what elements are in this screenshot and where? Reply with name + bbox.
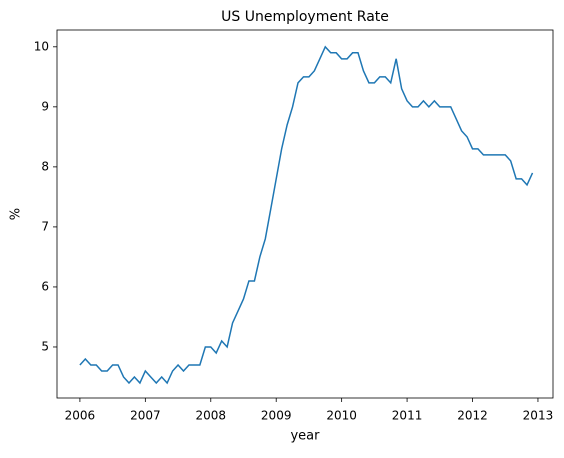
x-tick-label: 2006 [65, 409, 96, 423]
y-tick-label: 10 [34, 39, 49, 53]
y-tick-label: 5 [41, 339, 49, 353]
y-tick-label: 6 [41, 279, 49, 293]
x-tick-label: 2009 [261, 409, 292, 423]
x-tick-label: 2007 [130, 409, 161, 423]
x-tick-label: 2012 [457, 409, 488, 423]
y-tick-label: 9 [41, 99, 49, 113]
y-axis-label: % [9, 208, 24, 220]
line-series [79, 45, 534, 385]
x-tick-label: 2011 [392, 409, 423, 423]
y-tick-label: 8 [41, 159, 49, 173]
x-axis-label: year [290, 429, 320, 444]
x-tick-label: 2008 [195, 409, 226, 423]
plot-frame [56, 29, 554, 399]
x-tick-label: 2010 [326, 409, 357, 423]
chart-title: US Unemployment Rate [221, 9, 389, 25]
x-tick-label: 2013 [523, 409, 554, 423]
y-tick-label: 7 [41, 219, 49, 233]
